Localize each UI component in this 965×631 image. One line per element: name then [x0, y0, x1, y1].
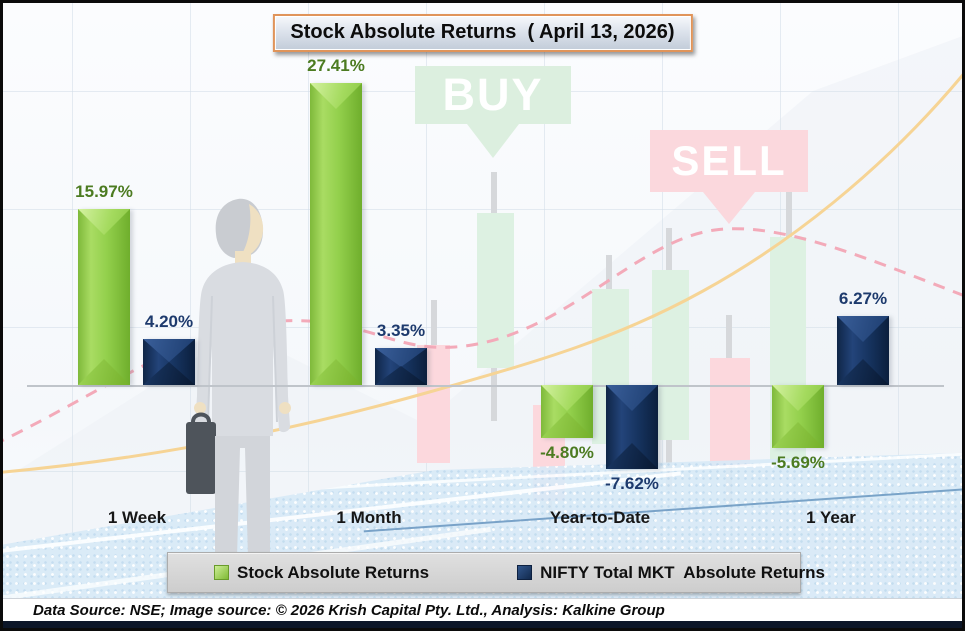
floor-line [363, 485, 962, 533]
source-attribution: Data Source: NSE; Image source: © 2026 K… [3, 598, 962, 621]
bar-nifty-total-mkt-absolute-returns-1-month [375, 348, 427, 385]
bar-stock-absolute-returns-1-year [772, 385, 824, 448]
candlestick-wick [491, 172, 497, 216]
value-label-nifty-total-mkt-absolute-returns-1-month: 3.35% [376, 321, 426, 340]
gridline [3, 209, 962, 210]
bar-nifty-total-mkt-absolute-returns-year-to-date [606, 385, 658, 469]
bar-stock-absolute-returns-1-month [310, 83, 362, 385]
value-label-nifty-total-mkt-absolute-returns-1-year: 6.27% [838, 289, 888, 308]
chart-title: Stock Absolute Returns ( April 13, 2026) [272, 14, 693, 52]
candlestick-wick [666, 228, 672, 273]
value-label-stock-absolute-returns-year-to-date: -4.80% [540, 443, 594, 462]
value-label-stock-absolute-returns-1-month: 27.41% [307, 56, 365, 75]
bar-nifty-total-mkt-absolute-returns-1-year [837, 316, 889, 385]
source-text: Data Source: NSE; Image source: © 2026 K… [33, 601, 665, 619]
candlestick-body [477, 213, 514, 368]
legend-item-nifty: NIFTY Total MKT Absolute Returns [517, 563, 825, 583]
legend-label: Stock Absolute Returns [237, 562, 430, 582]
sell-watermark: SELL [650, 130, 808, 192]
category-label-year-to-date: Year-to-Date [549, 508, 651, 527]
value-label-nifty-total-mkt-absolute-returns-year-to-date: -7.62% [605, 474, 659, 493]
category-label-1-week: 1 Week [107, 508, 167, 527]
candlestick-wick [606, 255, 612, 292]
chart-legend: Stock Absolute Returns NIFTY Total MKT A… [167, 552, 825, 593]
value-label-stock-absolute-returns-1-year: -5.69% [771, 453, 825, 472]
bar-stock-absolute-returns-1-week [78, 209, 130, 385]
legend-swatch-navy-icon [517, 565, 533, 580]
gridline [72, 3, 73, 598]
legend-swatch-green-icon [214, 565, 229, 580]
value-label-nifty-total-mkt-absolute-returns-1-week: 4.20% [144, 312, 194, 331]
legend-item-stock: Stock Absolute Returns [214, 563, 429, 583]
bottom-accent-bar [3, 621, 962, 628]
category-label-1-month: 1 Month [336, 508, 402, 527]
sell-label: SELL [671, 137, 787, 184]
businessman-figure [186, 198, 291, 571]
buy-watermark: BUY [415, 66, 571, 124]
candlestick-wick [786, 192, 792, 240]
candlestick-wick [726, 315, 732, 358]
bar-nifty-total-mkt-absolute-returns-1-week [143, 339, 195, 385]
category-label-1-year: 1 Year [806, 508, 856, 527]
chart-area: BUY SELL [3, 3, 962, 598]
candlestick-wick [431, 300, 437, 348]
bar-stock-absolute-returns-year-to-date [541, 385, 593, 438]
buy-label: BUY [442, 69, 544, 120]
value-label-stock-absolute-returns-1-week: 15.97% [75, 182, 133, 201]
candlestick-body [710, 358, 750, 466]
candlestick-wick [491, 368, 497, 421]
legend-label: NIFTY Total MKT Absolute Returns [540, 562, 825, 582]
